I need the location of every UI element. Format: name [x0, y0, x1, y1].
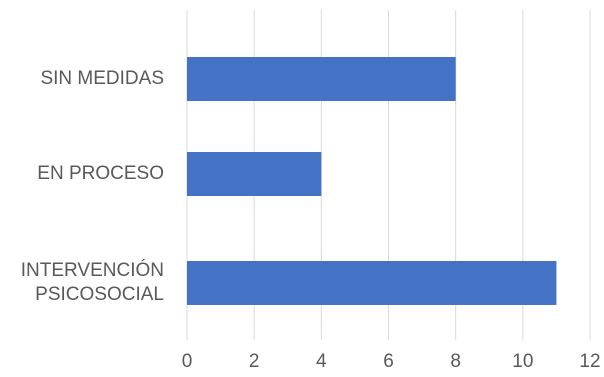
category-label: PSICOSOCIAL	[35, 284, 164, 305]
category-labels: SIN MEDIDAS EN PROCESO INTERVENCIÓN PSICOSO…	[21, 68, 164, 305]
bar-intervenci-n-psicosocial	[187, 261, 557, 305]
x-tick-label: 6	[383, 351, 394, 372]
x-tick-label: 2	[249, 351, 260, 372]
bars	[187, 57, 557, 305]
x-tick-label: 0	[182, 351, 193, 372]
x-tick-label: 10	[512, 351, 533, 372]
bar-sin-medidas	[187, 57, 456, 101]
category-label: EN PROCESO	[37, 163, 164, 184]
x-axis-tick-labels: 0 2 4 6 8 10 12	[182, 351, 601, 372]
bar-en-proceso	[187, 152, 322, 196]
x-tick-label: 4	[316, 351, 327, 372]
category-label: SIN MEDIDAS	[40, 68, 164, 89]
category-label: INTERVENCIÓN	[21, 259, 164, 281]
x-tick-label: 12	[579, 351, 600, 372]
x-tick-label: 8	[450, 351, 461, 372]
